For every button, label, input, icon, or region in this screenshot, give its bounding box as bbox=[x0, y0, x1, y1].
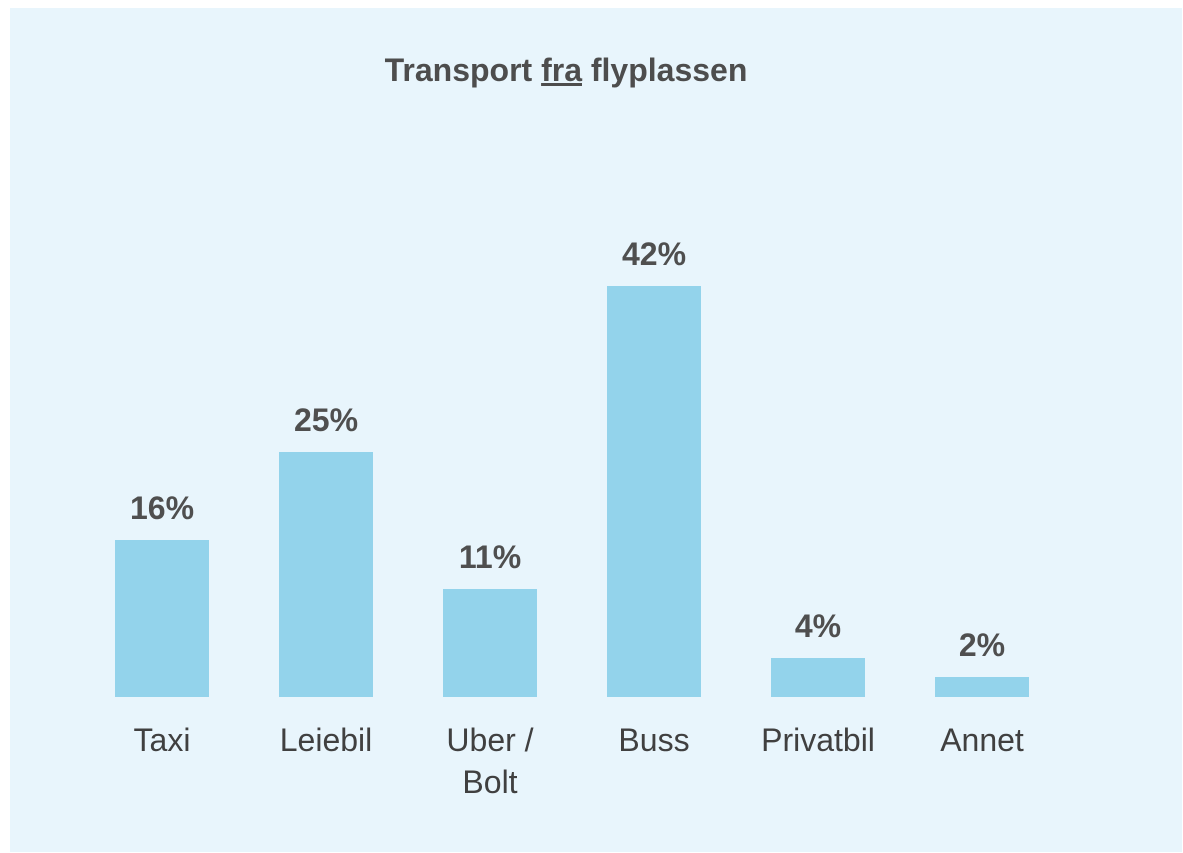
value-label: 2% bbox=[958, 627, 1006, 664]
value-label: 25% bbox=[293, 402, 359, 439]
x-tick-label: Uber / Bolt bbox=[446, 722, 534, 800]
bar bbox=[771, 657, 865, 697]
chart: Transport fra flyplassen 16% Taxi 25% Leieb… bbox=[10, 8, 1182, 852]
bar bbox=[115, 540, 209, 697]
value-label: 42% bbox=[621, 236, 687, 272]
bar bbox=[607, 286, 701, 697]
value-label: 16% bbox=[129, 490, 195, 527]
bar bbox=[935, 677, 1029, 697]
bar bbox=[443, 589, 537, 697]
x-tick-label: Leiebil bbox=[279, 722, 373, 758]
x-tick-label: Taxi bbox=[133, 722, 191, 758]
x-tick-label: Annet bbox=[940, 722, 1024, 758]
value-label: 4% bbox=[794, 607, 842, 644]
x-tick-label: Buss bbox=[618, 722, 690, 758]
bar bbox=[279, 452, 373, 697]
value-label: 11% bbox=[458, 539, 522, 576]
x-tick-label: Privatbil bbox=[761, 722, 875, 758]
chart-title: Transport fra flyplassen bbox=[384, 52, 748, 88]
